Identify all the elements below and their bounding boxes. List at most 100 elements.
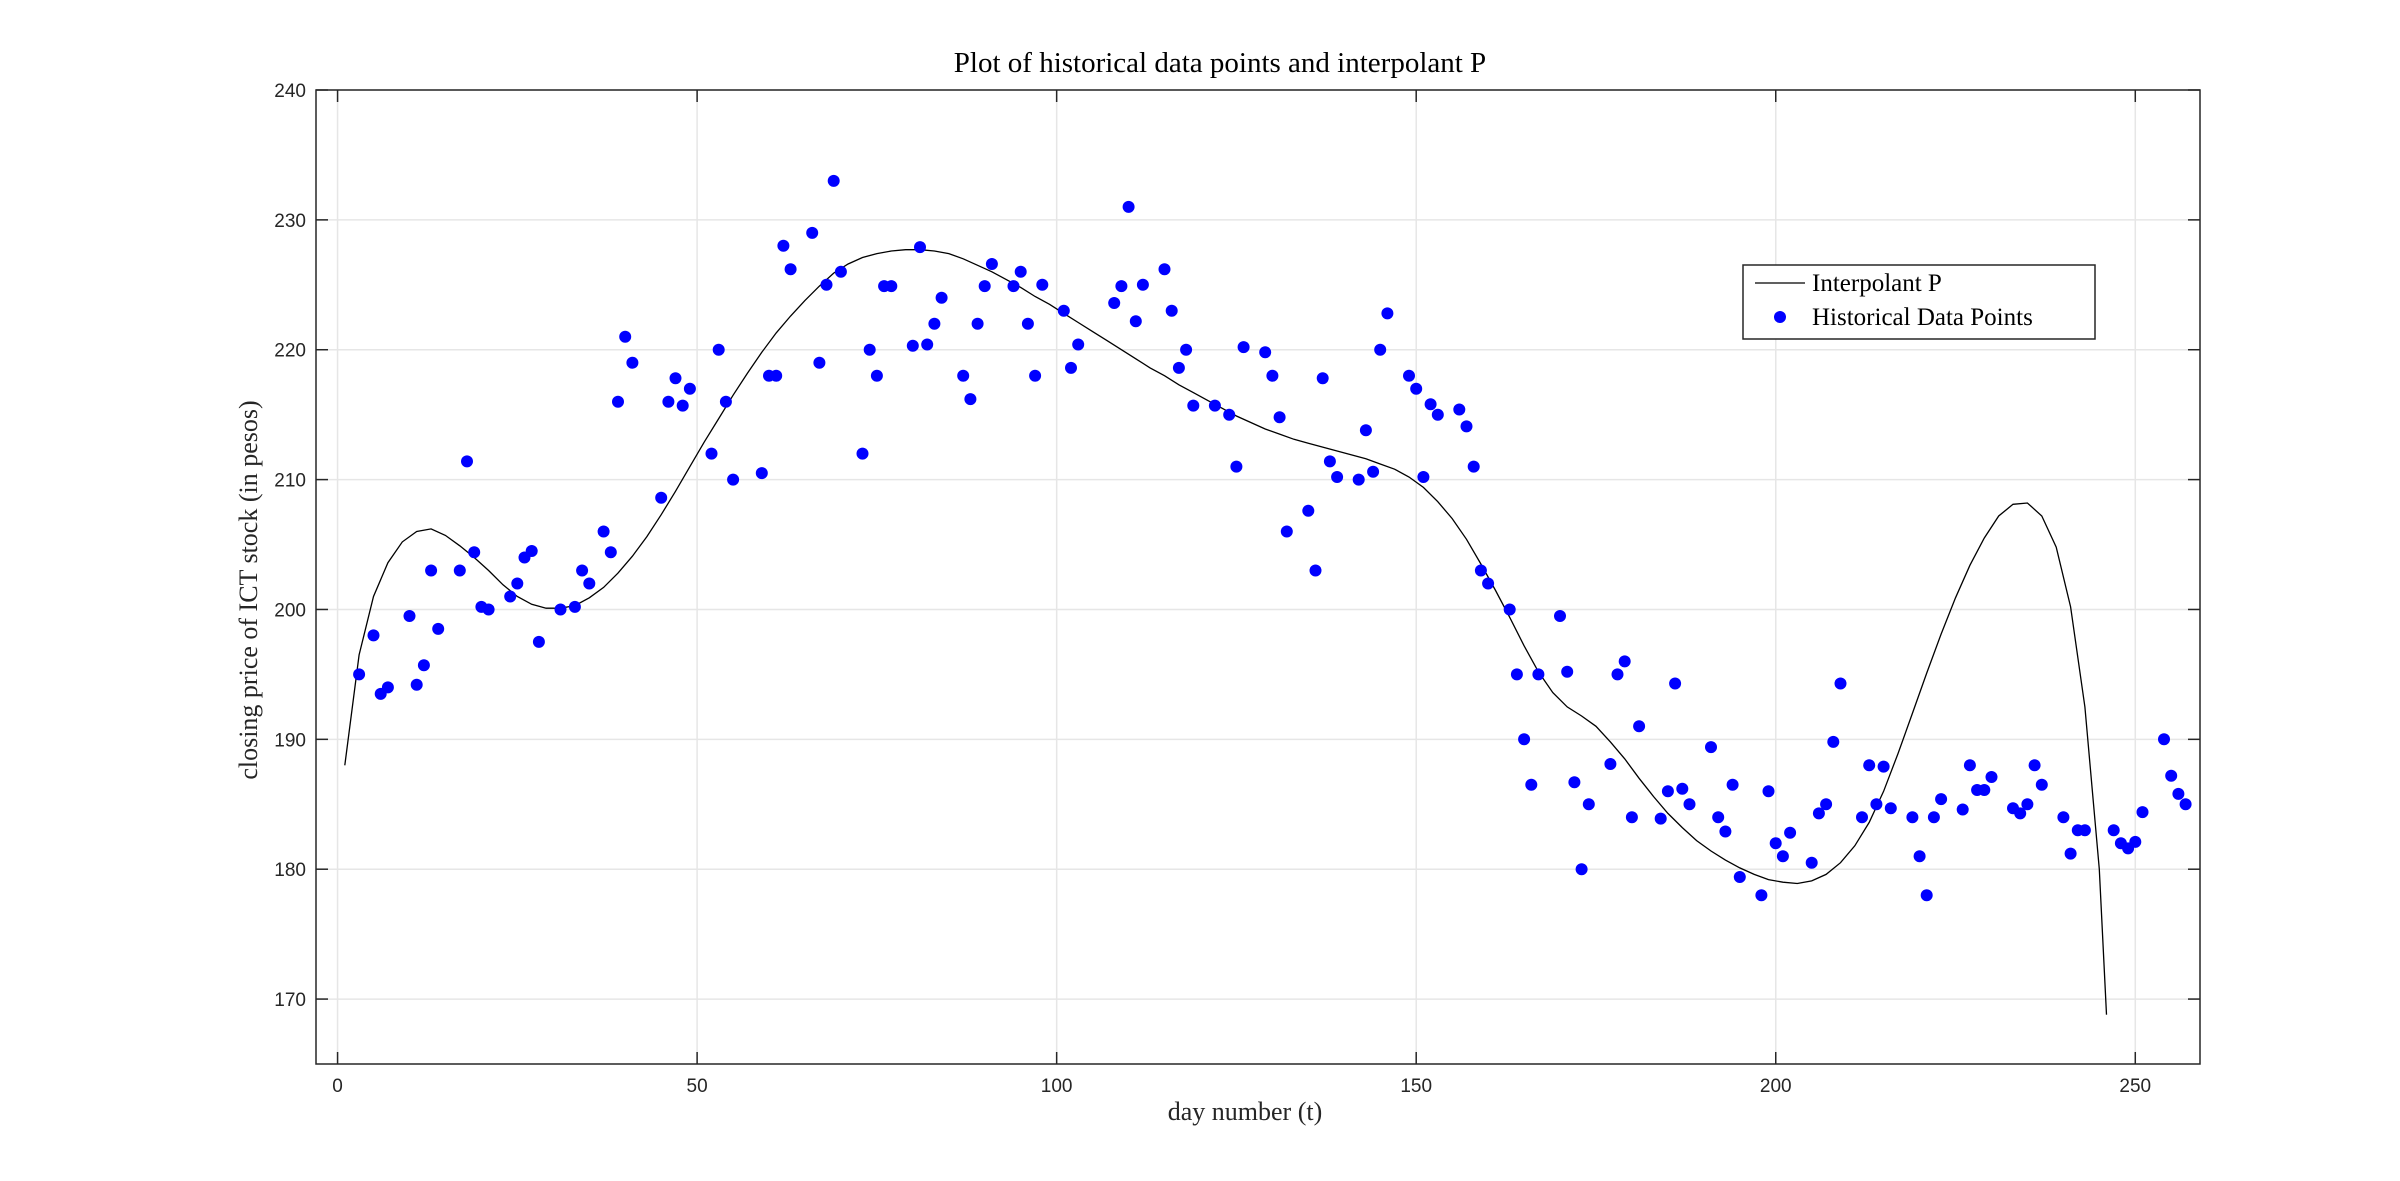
data-point — [1927, 811, 1940, 824]
data-point — [568, 600, 581, 613]
data-point — [1316, 372, 1329, 385]
data-point — [1381, 307, 1394, 320]
data-point — [1877, 760, 1890, 773]
data-point — [1575, 863, 1588, 876]
data-point — [1604, 758, 1617, 770]
data-point — [1259, 346, 1272, 359]
data-point — [1424, 398, 1437, 411]
y-tick-label: 240 — [274, 81, 306, 102]
x-tick-label: 200 — [1760, 1076, 1792, 1097]
legend-label-points: Historical Data Points — [1812, 304, 2033, 331]
data-point — [1482, 577, 1495, 590]
data-point — [482, 603, 495, 616]
data-point — [669, 372, 682, 385]
data-point — [532, 635, 545, 648]
data-point — [1302, 504, 1315, 517]
data-point — [1374, 343, 1387, 356]
y-tick-label: 220 — [274, 341, 306, 362]
data-point — [1136, 278, 1149, 291]
data-point — [1510, 668, 1523, 681]
data-point — [1812, 807, 1825, 820]
data-point — [1158, 263, 1171, 276]
data-point — [2136, 806, 2149, 819]
data-point — [1618, 655, 1631, 668]
data-point — [1309, 564, 1322, 577]
data-point — [619, 330, 632, 343]
data-point — [834, 265, 847, 278]
data-point — [1410, 382, 1423, 395]
data-point — [964, 393, 977, 406]
data-point — [978, 280, 991, 293]
data-point — [1237, 341, 1250, 354]
data-point — [576, 564, 589, 577]
x-tick-label: 50 — [687, 1076, 708, 1097]
data-point — [870, 369, 883, 382]
data-point — [1676, 782, 1689, 795]
data-point — [1180, 343, 1193, 356]
data-point — [676, 399, 689, 412]
data-point — [1359, 424, 1372, 437]
legend-point-swatch — [1774, 311, 1786, 323]
plot-frame — [315, 89, 2201, 1065]
data-point — [626, 356, 639, 369]
data-point — [1554, 610, 1566, 622]
data-point — [1985, 771, 1998, 783]
data-point — [432, 622, 445, 635]
data-point — [971, 317, 984, 330]
data-point — [1036, 278, 1049, 291]
data-point — [1323, 455, 1336, 468]
data-point — [381, 681, 394, 694]
axes — [315, 89, 2201, 1065]
data-point — [453, 564, 466, 577]
data-point — [1733, 871, 1746, 883]
data-point — [1726, 778, 1739, 791]
x-tick-label: 0 — [332, 1076, 343, 1097]
data-point — [985, 258, 998, 270]
data-point — [1834, 677, 1847, 690]
tick-labels: 0 50 100 150 200 250 170 180 190 200 210 220 230 240 — [274, 81, 2151, 1097]
data-point — [2107, 824, 2120, 837]
data-point — [885, 280, 898, 293]
data-point — [928, 317, 941, 330]
y-tick-label: 180 — [274, 860, 306, 881]
grid — [316, 89, 2200, 1064]
data-point — [554, 603, 567, 616]
data-point — [410, 678, 423, 691]
data-point — [504, 590, 517, 603]
data-point — [1273, 411, 1286, 424]
data-point — [856, 447, 869, 460]
data-point — [1669, 677, 1682, 690]
data-point — [935, 291, 948, 304]
data-point — [1266, 369, 1279, 382]
data-point — [2158, 733, 2170, 746]
data-point — [2035, 778, 2048, 791]
data-point — [1431, 408, 1444, 421]
data-point — [1625, 811, 1638, 824]
data-point — [1072, 338, 1085, 351]
data-point — [1963, 759, 1976, 772]
data-point — [1956, 803, 1969, 816]
chart-title: Plot of historical data points and inter… — [954, 47, 1486, 79]
y-tick-label: 190 — [274, 730, 306, 751]
x-tick-label: 150 — [1400, 1076, 1432, 1097]
y-tick-label: 200 — [274, 600, 306, 621]
data-point — [1568, 776, 1581, 789]
data-point — [1762, 785, 1775, 798]
data-point — [1503, 603, 1516, 616]
data-point — [1223, 408, 1236, 421]
data-point — [1280, 525, 1293, 538]
data-point — [1683, 798, 1696, 811]
data-point — [583, 577, 596, 590]
data-point — [1108, 297, 1121, 309]
data-point — [1129, 315, 1142, 328]
data-point — [2172, 787, 2185, 800]
data-point — [403, 610, 416, 622]
data-point — [1784, 826, 1797, 839]
data-point — [770, 369, 783, 382]
data-point — [1755, 889, 1768, 902]
data-point — [1065, 361, 1077, 374]
x-axis-label: day number (t) — [1168, 1097, 1323, 1126]
data-point — [906, 339, 919, 352]
data-point — [1230, 460, 1243, 473]
data-point — [921, 338, 934, 351]
